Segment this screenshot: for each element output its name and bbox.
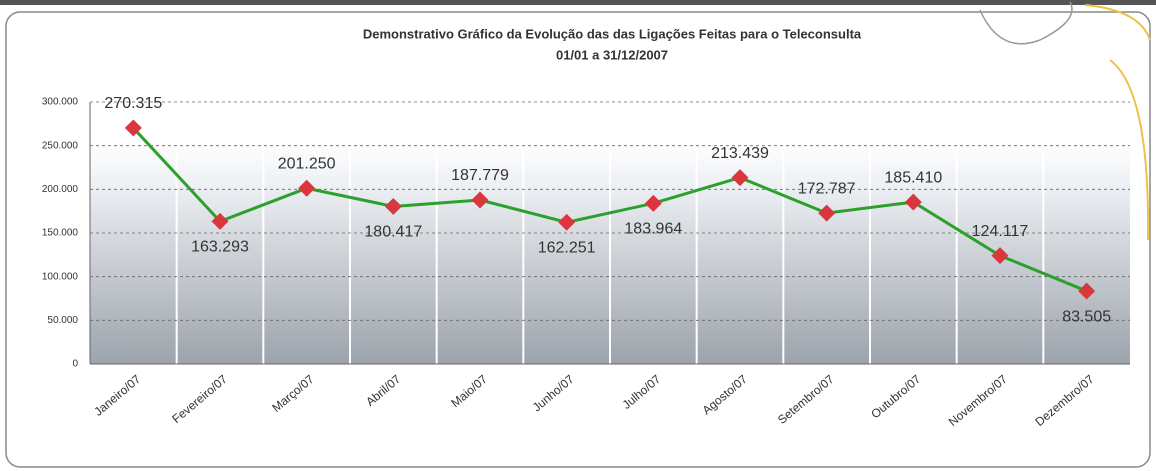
chart-subtitle: 01/01 a 31/12/2007 [556,47,668,62]
data-label: 185.410 [884,169,942,186]
data-label: 201.250 [278,155,336,172]
data-label: 83.505 [1062,308,1111,325]
data-label: 162.251 [538,240,596,257]
chart-title: Demonstrativo Gráfico da Evolução das da… [363,26,862,41]
data-label: 270.315 [104,95,162,112]
data-label: 180.417 [364,224,422,241]
y-tick-label: 300.000 [42,97,79,108]
data-label: 172.787 [798,180,856,197]
data-label: 163.293 [191,239,249,256]
y-tick-label: 250.000 [42,140,79,151]
y-tick-label: 100.000 [42,271,79,282]
y-tick-label: 150.000 [42,228,79,239]
data-label: 187.779 [451,167,509,184]
y-tick-label: 0 [72,359,78,370]
chart: Demonstrativo Gráfico da Evolução das da… [0,0,1156,471]
top-bar [0,0,1156,5]
y-tick-label: 200.000 [42,184,79,195]
data-label: 124.117 [972,223,1029,240]
data-label: 213.439 [711,145,769,162]
data-label: 183.964 [624,221,682,238]
y-tick-label: 50.000 [47,315,78,326]
